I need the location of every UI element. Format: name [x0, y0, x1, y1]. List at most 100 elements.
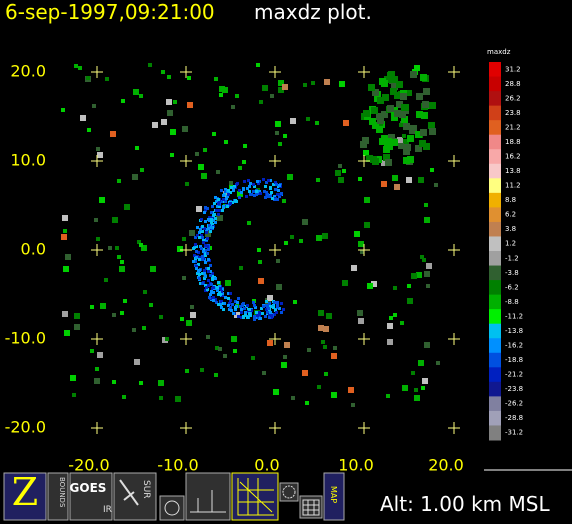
- echo-pixel: [203, 211, 206, 214]
- echo-pixel: [302, 370, 308, 376]
- echo-pixel: [255, 193, 258, 196]
- echo-pixel: [428, 122, 435, 129]
- echo-pixel: [227, 297, 230, 300]
- echo-pixel: [342, 169, 346, 173]
- echo-pixel: [429, 102, 436, 109]
- echo-pixel: [273, 313, 276, 316]
- echo-pixel: [61, 234, 67, 240]
- echo-pixel: [377, 97, 384, 104]
- echo-pixel: [219, 287, 222, 290]
- toolbar: Z BOUNDS GOES IR SUR MAP: [3, 470, 345, 521]
- echo-pixel: [267, 307, 270, 310]
- ring-button[interactable]: [159, 495, 185, 521]
- colorbar-label: -3.8: [505, 269, 519, 277]
- echo-pixel: [203, 272, 206, 275]
- bounds-button[interactable]: [47, 472, 69, 521]
- echo-pixel: [258, 180, 261, 183]
- echo-pixel: [387, 339, 393, 345]
- echo-pixel: [201, 236, 204, 239]
- echo-pixel: [61, 108, 65, 112]
- goes-button[interactable]: [69, 472, 113, 521]
- echo-pixel: [197, 251, 200, 254]
- echo-pixel: [212, 297, 215, 300]
- grid-cross: [358, 155, 370, 167]
- echo-pixel: [418, 177, 424, 183]
- y-tick-label: 10.0: [10, 151, 46, 170]
- timestamp: 6-sep-1997,09:21:00: [5, 0, 215, 24]
- colorbar-label: 1.2: [505, 240, 516, 248]
- echo-pixel: [262, 85, 268, 91]
- echo-pixel: [409, 127, 416, 134]
- echo-pixel: [193, 254, 196, 257]
- echo-pixel: [64, 330, 70, 336]
- colorbar-swatch: [489, 163, 501, 179]
- echo-pixel: [324, 372, 328, 376]
- echo-pixel: [363, 150, 369, 156]
- echo-pixel: [254, 306, 257, 309]
- echo-pixel: [258, 311, 261, 314]
- colorbar-title: maxdz: [487, 48, 511, 56]
- echo-pixel: [424, 203, 428, 207]
- echo-pixel: [267, 340, 273, 346]
- echo-pixel: [276, 304, 279, 307]
- echo-pixel: [383, 146, 390, 153]
- echo-pixel: [358, 318, 364, 324]
- colorbar-label: 28.8: [505, 80, 521, 88]
- echo-pixel: [376, 122, 383, 129]
- echo-pixel: [317, 385, 321, 389]
- grid-cross: [448, 333, 460, 345]
- echo-pixel: [224, 200, 227, 203]
- echo-pixel: [265, 191, 268, 194]
- echo-pixel: [276, 198, 279, 201]
- echo-pixel: [338, 164, 342, 168]
- echo-pixel: [278, 195, 281, 198]
- colorbar-swatch: [489, 207, 501, 223]
- echo-pixel: [257, 248, 261, 252]
- echo-pixel: [348, 387, 354, 393]
- echo-pixel: [414, 395, 420, 401]
- echo-pixel: [418, 360, 424, 366]
- sur-icon: [119, 479, 139, 506]
- echo-pixel: [199, 282, 202, 285]
- echo-pixel: [105, 77, 109, 81]
- echo-pixel: [385, 159, 392, 166]
- profile-button[interactable]: [185, 472, 231, 521]
- echo-pixel: [248, 312, 251, 315]
- echo-pixel: [207, 267, 210, 270]
- echo-pixel: [423, 88, 430, 95]
- echo-pixel: [62, 215, 68, 221]
- echo-pixel: [139, 243, 143, 247]
- echo-pixel: [224, 140, 228, 144]
- echo-pixel: [403, 139, 409, 145]
- echo-pixel: [250, 309, 253, 312]
- grid-cross: [448, 66, 460, 78]
- table-button[interactable]: [299, 495, 323, 519]
- echo-pixel: [248, 190, 251, 193]
- altitude: Alt: 1.00 km MSL: [380, 492, 550, 516]
- echo-pixel: [268, 316, 271, 319]
- sur-label: SUR: [141, 480, 151, 499]
- echo-pixel: [323, 326, 329, 332]
- echo-pixel: [161, 119, 167, 125]
- zoom-button[interactable]: [3, 472, 47, 521]
- echo-pixel: [215, 200, 218, 203]
- echo-pixel: [207, 227, 210, 230]
- x-tick-label: -20.0: [68, 456, 109, 475]
- echo-pixel: [220, 302, 223, 305]
- echo-pixel: [225, 197, 228, 200]
- colorbar-swatch: [489, 367, 501, 383]
- echo-pixel: [190, 312, 196, 318]
- echo-pixel: [246, 187, 249, 190]
- echo-pixel: [185, 182, 189, 186]
- echo-pixel: [70, 375, 76, 381]
- echo-pixel: [260, 307, 263, 310]
- echo-pixel: [415, 131, 422, 138]
- echo-pixel: [389, 316, 393, 320]
- echo-pixel: [305, 401, 309, 405]
- echo-pixel: [175, 396, 181, 402]
- echo-pixel: [96, 147, 100, 151]
- map-button[interactable]: [323, 472, 345, 521]
- echo-pixel: [142, 326, 146, 330]
- echo-pixel: [422, 101, 429, 108]
- echo-pixel: [394, 184, 400, 190]
